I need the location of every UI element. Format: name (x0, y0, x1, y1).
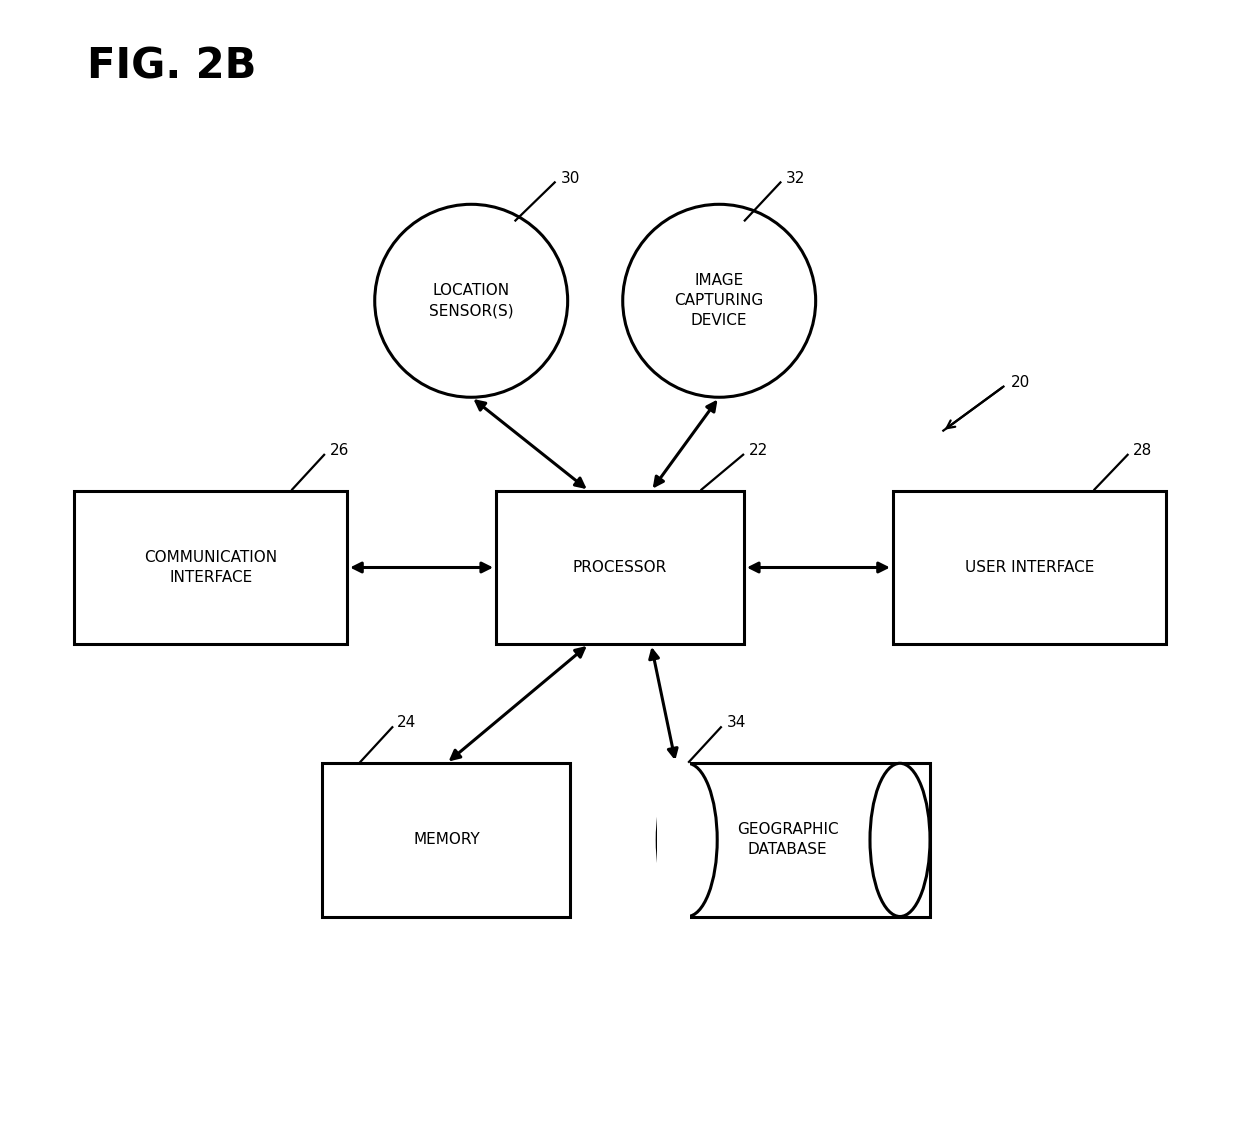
Text: 30: 30 (560, 170, 580, 186)
Ellipse shape (622, 204, 816, 397)
Bar (893, 490, 1166, 645)
Text: GEOGRAPHIC
DATABASE: GEOGRAPHIC DATABASE (737, 823, 838, 857)
Text: LOCATION
SENSOR(S): LOCATION SENSOR(S) (429, 284, 513, 318)
Text: 28: 28 (1133, 443, 1153, 459)
Text: MEMORY: MEMORY (413, 832, 480, 848)
Ellipse shape (870, 763, 930, 917)
Text: COMMUNICATION
INTERFACE: COMMUNICATION INTERFACE (144, 550, 278, 585)
Bar (496, 490, 744, 645)
Bar (657, 758, 689, 922)
Bar (322, 763, 570, 917)
Ellipse shape (657, 763, 717, 917)
Text: 24: 24 (397, 715, 417, 731)
Text: 34: 34 (727, 715, 746, 731)
Text: FIG. 2B: FIG. 2B (87, 45, 257, 87)
Text: 22: 22 (749, 443, 769, 459)
Text: IMAGE
CAPTURING
DEVICE: IMAGE CAPTURING DEVICE (675, 274, 764, 328)
Text: PROCESSOR: PROCESSOR (573, 560, 667, 575)
Text: USER INTERFACE: USER INTERFACE (965, 560, 1094, 575)
Text: 32: 32 (786, 170, 806, 186)
Bar (74, 490, 347, 645)
Text: 26: 26 (330, 443, 350, 459)
Text: 20: 20 (1011, 375, 1030, 390)
Bar (687, 763, 930, 917)
Ellipse shape (374, 204, 568, 397)
